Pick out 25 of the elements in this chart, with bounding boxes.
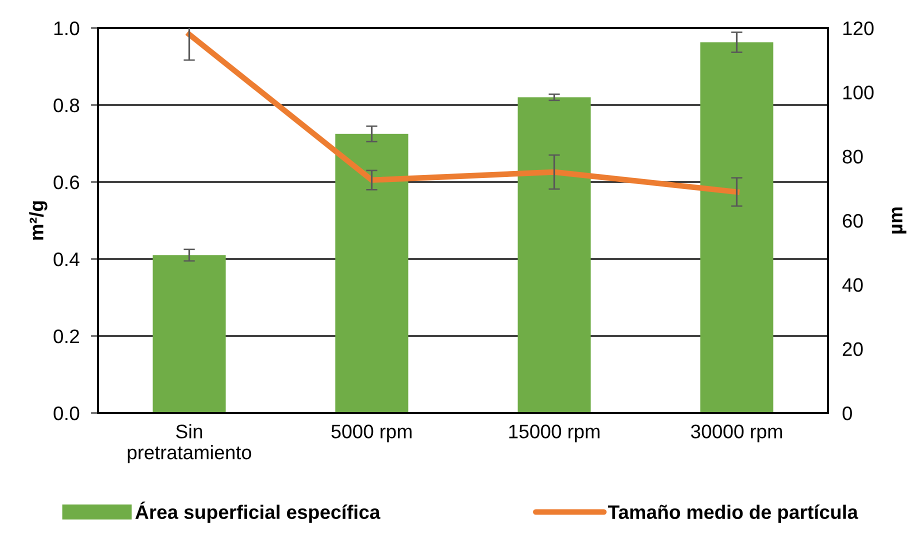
y2-tick-label: 60 — [842, 214, 863, 228]
x-tick-label: 5000 rpm — [331, 424, 412, 442]
x-tick-label: Sin pretratamiento — [128, 424, 252, 464]
y-tick-label: 0.2 — [54, 329, 79, 344]
y2-tick-label: 120 — [843, 21, 874, 36]
y-tick-label: 1.0 — [54, 21, 80, 36]
y-tick-label: 0.4 — [54, 252, 80, 266]
bar — [518, 97, 591, 413]
y2-tick-label: 40 — [842, 278, 863, 292]
bar — [152, 255, 226, 413]
x-tick-label: 15000 rpm — [509, 424, 600, 442]
y2-axis-title: µm — [892, 207, 906, 234]
legend-label: Área superficial específica — [135, 502, 380, 523]
bar — [700, 42, 774, 413]
legend-label: Tamaño medio de partícula — [608, 504, 858, 523]
bar — [335, 134, 408, 413]
y-tick-label: 0.6 — [54, 175, 80, 190]
y-tick-label: 0.0 — [54, 406, 80, 420]
y2-tick-label: 100 — [843, 86, 874, 100]
x-tick-label: 30000 rpm — [691, 424, 782, 442]
y-tick-label: 0.8 — [54, 98, 80, 112]
y2-tick-label: 80 — [842, 150, 863, 164]
y2-tick-label: 20 — [842, 342, 863, 356]
y-axis-title: m²/g — [29, 201, 48, 240]
y2-tick-label: 0 — [842, 406, 852, 420]
